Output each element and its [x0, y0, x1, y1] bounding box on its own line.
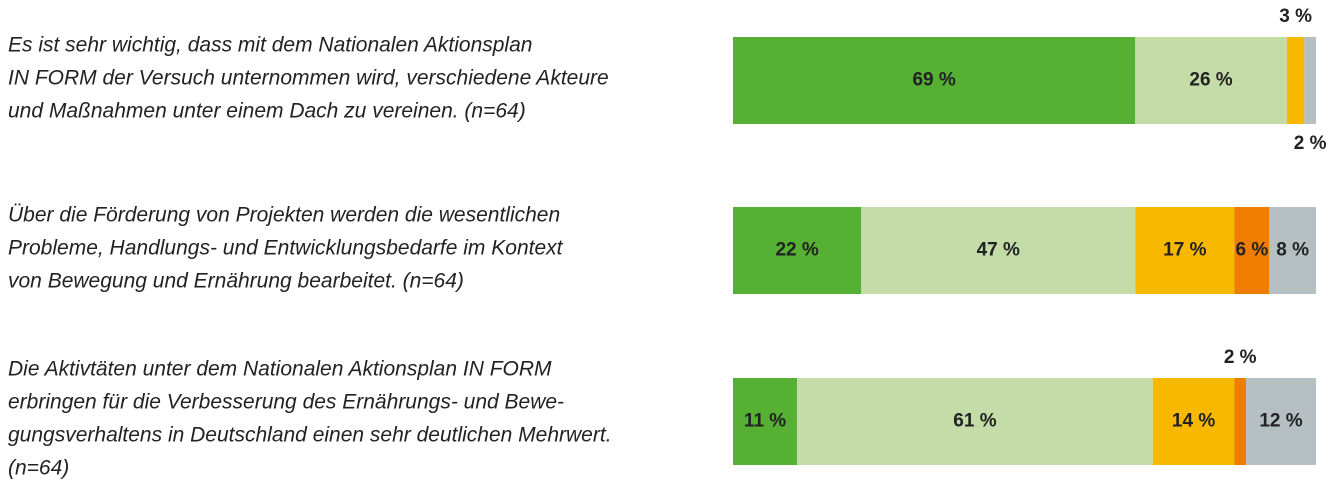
- category-label: Die Aktivtäten unter dem Nationalen Akti…: [8, 358, 552, 381]
- bar-segment: [1246, 378, 1316, 465]
- value-label: 2 %: [1224, 347, 1257, 368]
- category-label: (n=64): [8, 457, 69, 480]
- value-label: 2 %: [1294, 133, 1327, 154]
- value-label: 26 %: [1189, 70, 1232, 91]
- value-label: 12 %: [1259, 411, 1302, 432]
- bar-segment: [1234, 207, 1270, 294]
- value-label: 8 %: [1276, 240, 1309, 261]
- category-label: und Maßnahmen unter einem Dach zu verein…: [8, 100, 526, 123]
- bar-segment: [1152, 378, 1235, 465]
- value-label: 22 %: [775, 240, 818, 261]
- category-label: Über die Förderung von Projekten werden …: [8, 204, 560, 227]
- bar-segment: [797, 378, 1153, 465]
- value-label: 61 %: [953, 411, 996, 432]
- bar-segment: [733, 37, 1136, 124]
- bar-segment: [861, 207, 1136, 294]
- category-label: Es ist sehr wichtig, dass mit dem Nation…: [8, 34, 532, 57]
- bar-segment: [733, 378, 798, 465]
- bar-segment: [1135, 207, 1235, 294]
- category-label: erbringen für die Verbesserung des Ernäh…: [8, 391, 564, 414]
- bar-segment: [1234, 378, 1247, 465]
- category-label: von Bewegung und Ernährung bearbeitet. (…: [8, 270, 464, 293]
- value-label: 47 %: [977, 240, 1020, 261]
- value-label: 69 %: [912, 70, 955, 91]
- category-label: gungsverhaltens in Deutschland einen seh…: [8, 424, 612, 447]
- value-label: 3 %: [1279, 6, 1312, 27]
- value-label: 17 %: [1163, 240, 1206, 261]
- bar-segment: [1286, 37, 1305, 124]
- bar-segment: [1269, 207, 1316, 294]
- category-label: IN FORM der Versuch unternommen wird, ve…: [8, 67, 609, 90]
- value-label: 11 %: [744, 411, 786, 432]
- bar-segment: [1304, 37, 1316, 124]
- bar-segment: [1135, 37, 1287, 124]
- bar-segment: [733, 207, 862, 294]
- category-label: Probleme, Handlungs- und Entwicklungsbed…: [8, 237, 564, 260]
- value-label: 6 %: [1235, 240, 1268, 261]
- value-label: 14 %: [1172, 411, 1215, 432]
